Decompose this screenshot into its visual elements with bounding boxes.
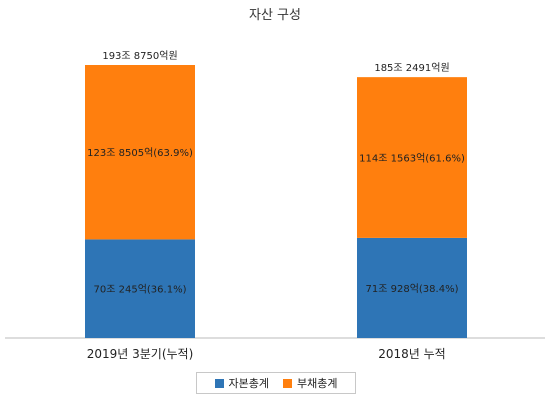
data-label-equity-2018-cumulative: 71조 928억(38.4%) bbox=[366, 283, 459, 295]
bar-liabilities-2019-q3-cumulative bbox=[85, 65, 195, 240]
chart-title: 자산 구성 bbox=[249, 8, 301, 23]
legend-item-equity[interactable]: 자본총계 bbox=[214, 375, 269, 391]
legend-swatch-liabilities bbox=[283, 378, 292, 388]
total-label-2018-cumulative: 185조 2491억원 bbox=[374, 62, 449, 74]
x-tick-label-2019-q3-cumulative: 2019년 3분기(누적) bbox=[87, 347, 194, 361]
x-tick-label-2018-cumulative: 2018년 누적 bbox=[378, 347, 445, 361]
bar-liabilities-2018-cumulative bbox=[357, 77, 467, 238]
legend-swatch-equity bbox=[214, 378, 224, 388]
total-label-2019-q3-cumulative: 193조 8750억원 bbox=[102, 50, 177, 62]
bar-equity-2018-cumulative bbox=[357, 237, 467, 338]
legend-label-liabilities: 부채총계 bbox=[297, 377, 338, 390]
data-label-liabilities-2018-cumulative: 114조 1563억(61.6%) bbox=[359, 153, 465, 165]
data-label-equity-2019-q3-cumulative: 70조 245억(36.1%) bbox=[94, 284, 187, 296]
legend-label-equity: 자본총계 bbox=[228, 377, 269, 390]
data-label-liabilities-2019-q3-cumulative: 123조 8505억(63.9%) bbox=[87, 147, 193, 159]
bar-marks: 70조 245억(36.1%) 123조 8505억(63.9%) 193조 875… bbox=[85, 50, 467, 361]
bar-equity-2019-q3-cumulative bbox=[85, 239, 195, 338]
legend-item-liabilities[interactable]: 부채총계 bbox=[283, 375, 337, 391]
chart-legend: 자본총계 부채총계 bbox=[196, 372, 356, 394]
